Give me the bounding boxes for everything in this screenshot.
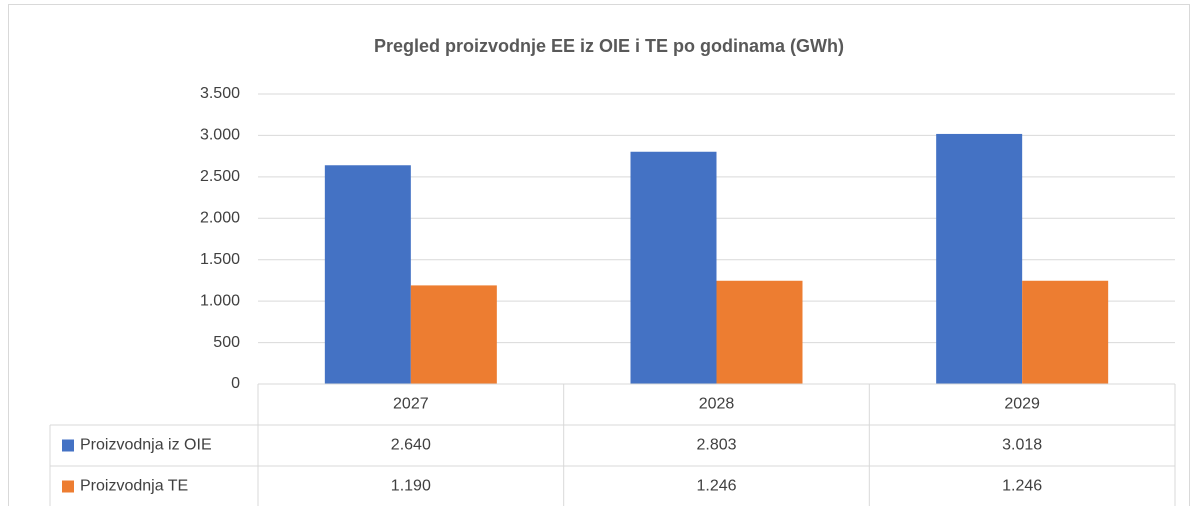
y-tick-label: 2.500 <box>200 168 240 185</box>
y-tick-label: 1.500 <box>200 251 240 268</box>
table-value: 1.190 <box>391 478 431 495</box>
y-tick-label: 2.000 <box>200 210 240 227</box>
bar <box>324 165 411 384</box>
table-value: 2.803 <box>696 437 736 454</box>
bar <box>936 133 1023 384</box>
y-tick-label: 500 <box>213 334 240 351</box>
table-value: 1.246 <box>696 478 736 495</box>
x-tick-label: 2029 <box>1004 396 1040 413</box>
bar <box>1022 280 1109 384</box>
legend-label: Proizvodnja iz OIE <box>80 437 212 454</box>
bar <box>410 285 497 384</box>
bar <box>716 280 803 384</box>
table-value: 1.246 <box>1002 478 1042 495</box>
table-value: 2.640 <box>391 437 431 454</box>
bar <box>630 151 717 384</box>
y-tick-label: 0 <box>231 375 240 392</box>
legend-swatch <box>62 439 74 452</box>
y-tick-label: 1.000 <box>200 292 240 309</box>
x-tick-label: 2027 <box>393 396 429 413</box>
table-value: 3.018 <box>1002 437 1042 454</box>
y-tick-label: 3.000 <box>200 127 240 144</box>
legend-label: Proizvodnja TE <box>80 478 188 495</box>
legend-swatch <box>62 480 74 493</box>
x-tick-label: 2028 <box>699 396 735 413</box>
y-tick-label: 3.500 <box>200 85 240 102</box>
chart-title: Pregled proizvodnje EE iz OIE i TE po go… <box>374 36 844 56</box>
